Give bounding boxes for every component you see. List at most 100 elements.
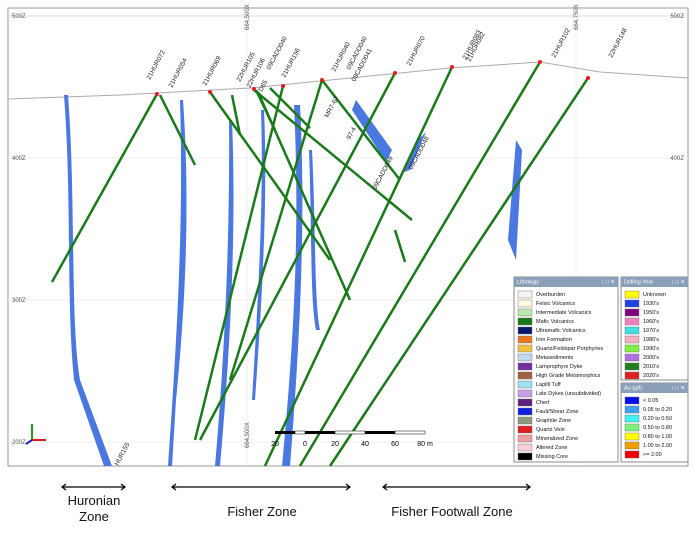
- panel-frame: [620, 382, 689, 463]
- legend-label: 2010's: [643, 364, 659, 370]
- legend-swatch: [517, 398, 533, 407]
- legend-label: Missing Core: [536, 454, 568, 460]
- legend-swatch: [517, 308, 533, 317]
- legend-label: Altered Zone: [536, 445, 568, 451]
- legend-panel: Au (g/t) ↕ □ ✕ < 0.05 0.05 to 0.20 0.20 to 0…: [620, 382, 689, 463]
- legend-label: Quartz/Feldspar Porphyries: [536, 346, 603, 352]
- legend-swatch: [624, 290, 640, 299]
- elevation-label: 200Z: [12, 440, 26, 446]
- scale-label: 60: [391, 441, 399, 448]
- scale-label: 20: [331, 441, 339, 448]
- legend-label: 2020's: [643, 373, 659, 379]
- panel-header: [621, 383, 688, 393]
- legend-label: Quartz Vein: [536, 427, 565, 433]
- easting-label: 664,750X: [574, 4, 580, 30]
- legend-swatch: [624, 432, 640, 441]
- legend-label: Intermediate Volcanics: [536, 310, 592, 316]
- legend-label: Late Dykes (unsubdivided): [536, 391, 601, 397]
- legend-label: High Grade Metamorphics: [536, 373, 600, 379]
- legend-label: Lapilli Tuff: [536, 382, 561, 388]
- legend-swatch: [624, 396, 640, 405]
- zone-label: Fisher Footwall Zone: [391, 504, 512, 519]
- legend-label: 1930's: [643, 301, 659, 307]
- legend-swatch: [517, 335, 533, 344]
- legend-swatch: [624, 441, 640, 450]
- collars: [155, 60, 590, 96]
- legend-label: 0.05 to 0.20: [643, 407, 672, 413]
- legend-label: Mineralized Zone: [536, 436, 578, 442]
- panel-controls: ↕ □ ✕: [601, 279, 615, 285]
- legend-label: 1.00 to 2.00: [643, 443, 672, 449]
- easting-label: 664,500X: [245, 4, 251, 30]
- legend-swatch: [624, 299, 640, 308]
- elevation-label: 500Z: [12, 14, 26, 20]
- legend-label: < 0.05: [643, 398, 658, 404]
- scale-label: 20: [271, 441, 279, 448]
- zone-label: Fisher Zone: [227, 504, 296, 519]
- legend-swatch: [517, 344, 533, 353]
- legend-swatch: [624, 450, 640, 459]
- legend-swatch: [517, 362, 533, 371]
- legend-swatch: [517, 317, 533, 326]
- legend-label: Chert: [536, 400, 550, 406]
- legend-swatch: [517, 290, 533, 299]
- legend-swatch: [624, 371, 640, 380]
- legend-swatch: [517, 425, 533, 434]
- panel-header: [514, 277, 618, 287]
- scale-label: 0: [303, 441, 307, 448]
- legend-swatch: [624, 308, 640, 317]
- legend-swatch: [624, 344, 640, 353]
- panel-title: Lithology: [517, 279, 539, 285]
- legend-label: 0.20 to 0.50: [643, 416, 672, 422]
- legend-swatch: [517, 443, 533, 452]
- legend-swatch: [517, 416, 533, 425]
- zone-arrows: [61, 483, 531, 491]
- legend-label: 2000's: [643, 355, 659, 361]
- legend-swatch: [517, 452, 533, 461]
- legend-swatch: [517, 407, 533, 416]
- legend-label: 0.80 to 1.00: [643, 434, 672, 440]
- panel-title: Au (g/t): [624, 385, 642, 391]
- scale-bar: [275, 430, 426, 435]
- legend-label: 1990's: [643, 346, 659, 352]
- legend-label: Felsic Volcanics: [536, 301, 575, 307]
- legend-label: Lamprophyre Dyke: [536, 364, 582, 370]
- legend-swatch: [624, 353, 640, 362]
- panel-controls: ↕ □ ✕: [671, 385, 685, 391]
- axis-triad: [25, 424, 46, 445]
- legend-label: Mafic Volcanics: [536, 319, 574, 325]
- panel-header: [621, 277, 688, 287]
- legend-label: 1950's: [643, 310, 659, 316]
- elevation-label: 300Z: [12, 298, 26, 304]
- legend-swatch: [624, 414, 640, 423]
- legend-label: Ultramafic Volcanics: [536, 328, 586, 334]
- legend-panel: Drilling Year ↕ □ ✕ Unknown 1930's 1950's 196…: [620, 276, 689, 381]
- legend-swatch: [624, 362, 640, 371]
- legend-label: Metasediments: [536, 355, 574, 361]
- legend-label: >= 2.00: [643, 452, 662, 458]
- elevation-label: 500Z: [670, 14, 684, 20]
- elevation-label: 400Z: [670, 156, 684, 162]
- zone-label: Huronian Zone: [68, 493, 121, 524]
- panel-controls: ↕ □ ✕: [671, 279, 685, 285]
- legend-label: 0.50 to 0.80: [643, 425, 672, 431]
- legend-swatch: [624, 335, 640, 344]
- legend-swatch: [624, 326, 640, 335]
- topography: [7, 61, 689, 100]
- elevation-label: 400Z: [12, 156, 26, 162]
- legend-swatch: [624, 423, 640, 432]
- legend-swatch: [517, 353, 533, 362]
- legend-label: Graphite Zone: [536, 418, 571, 424]
- legend-swatch: [517, 326, 533, 335]
- legend-label: 1980's: [643, 337, 659, 343]
- scale-label: 80 m: [417, 441, 433, 448]
- legend-label: Iron Formation: [536, 337, 572, 343]
- legend-swatch: [517, 299, 533, 308]
- legend-label: 1960's: [643, 319, 659, 325]
- scale-label: 40: [361, 441, 369, 448]
- legend-panel: Lithology ↕ □ ✕ Overburden Felsic Volcanics…: [513, 276, 619, 463]
- legend-swatch: [624, 317, 640, 326]
- legend-swatch: [517, 389, 533, 398]
- drillholes: [50, 61, 590, 467]
